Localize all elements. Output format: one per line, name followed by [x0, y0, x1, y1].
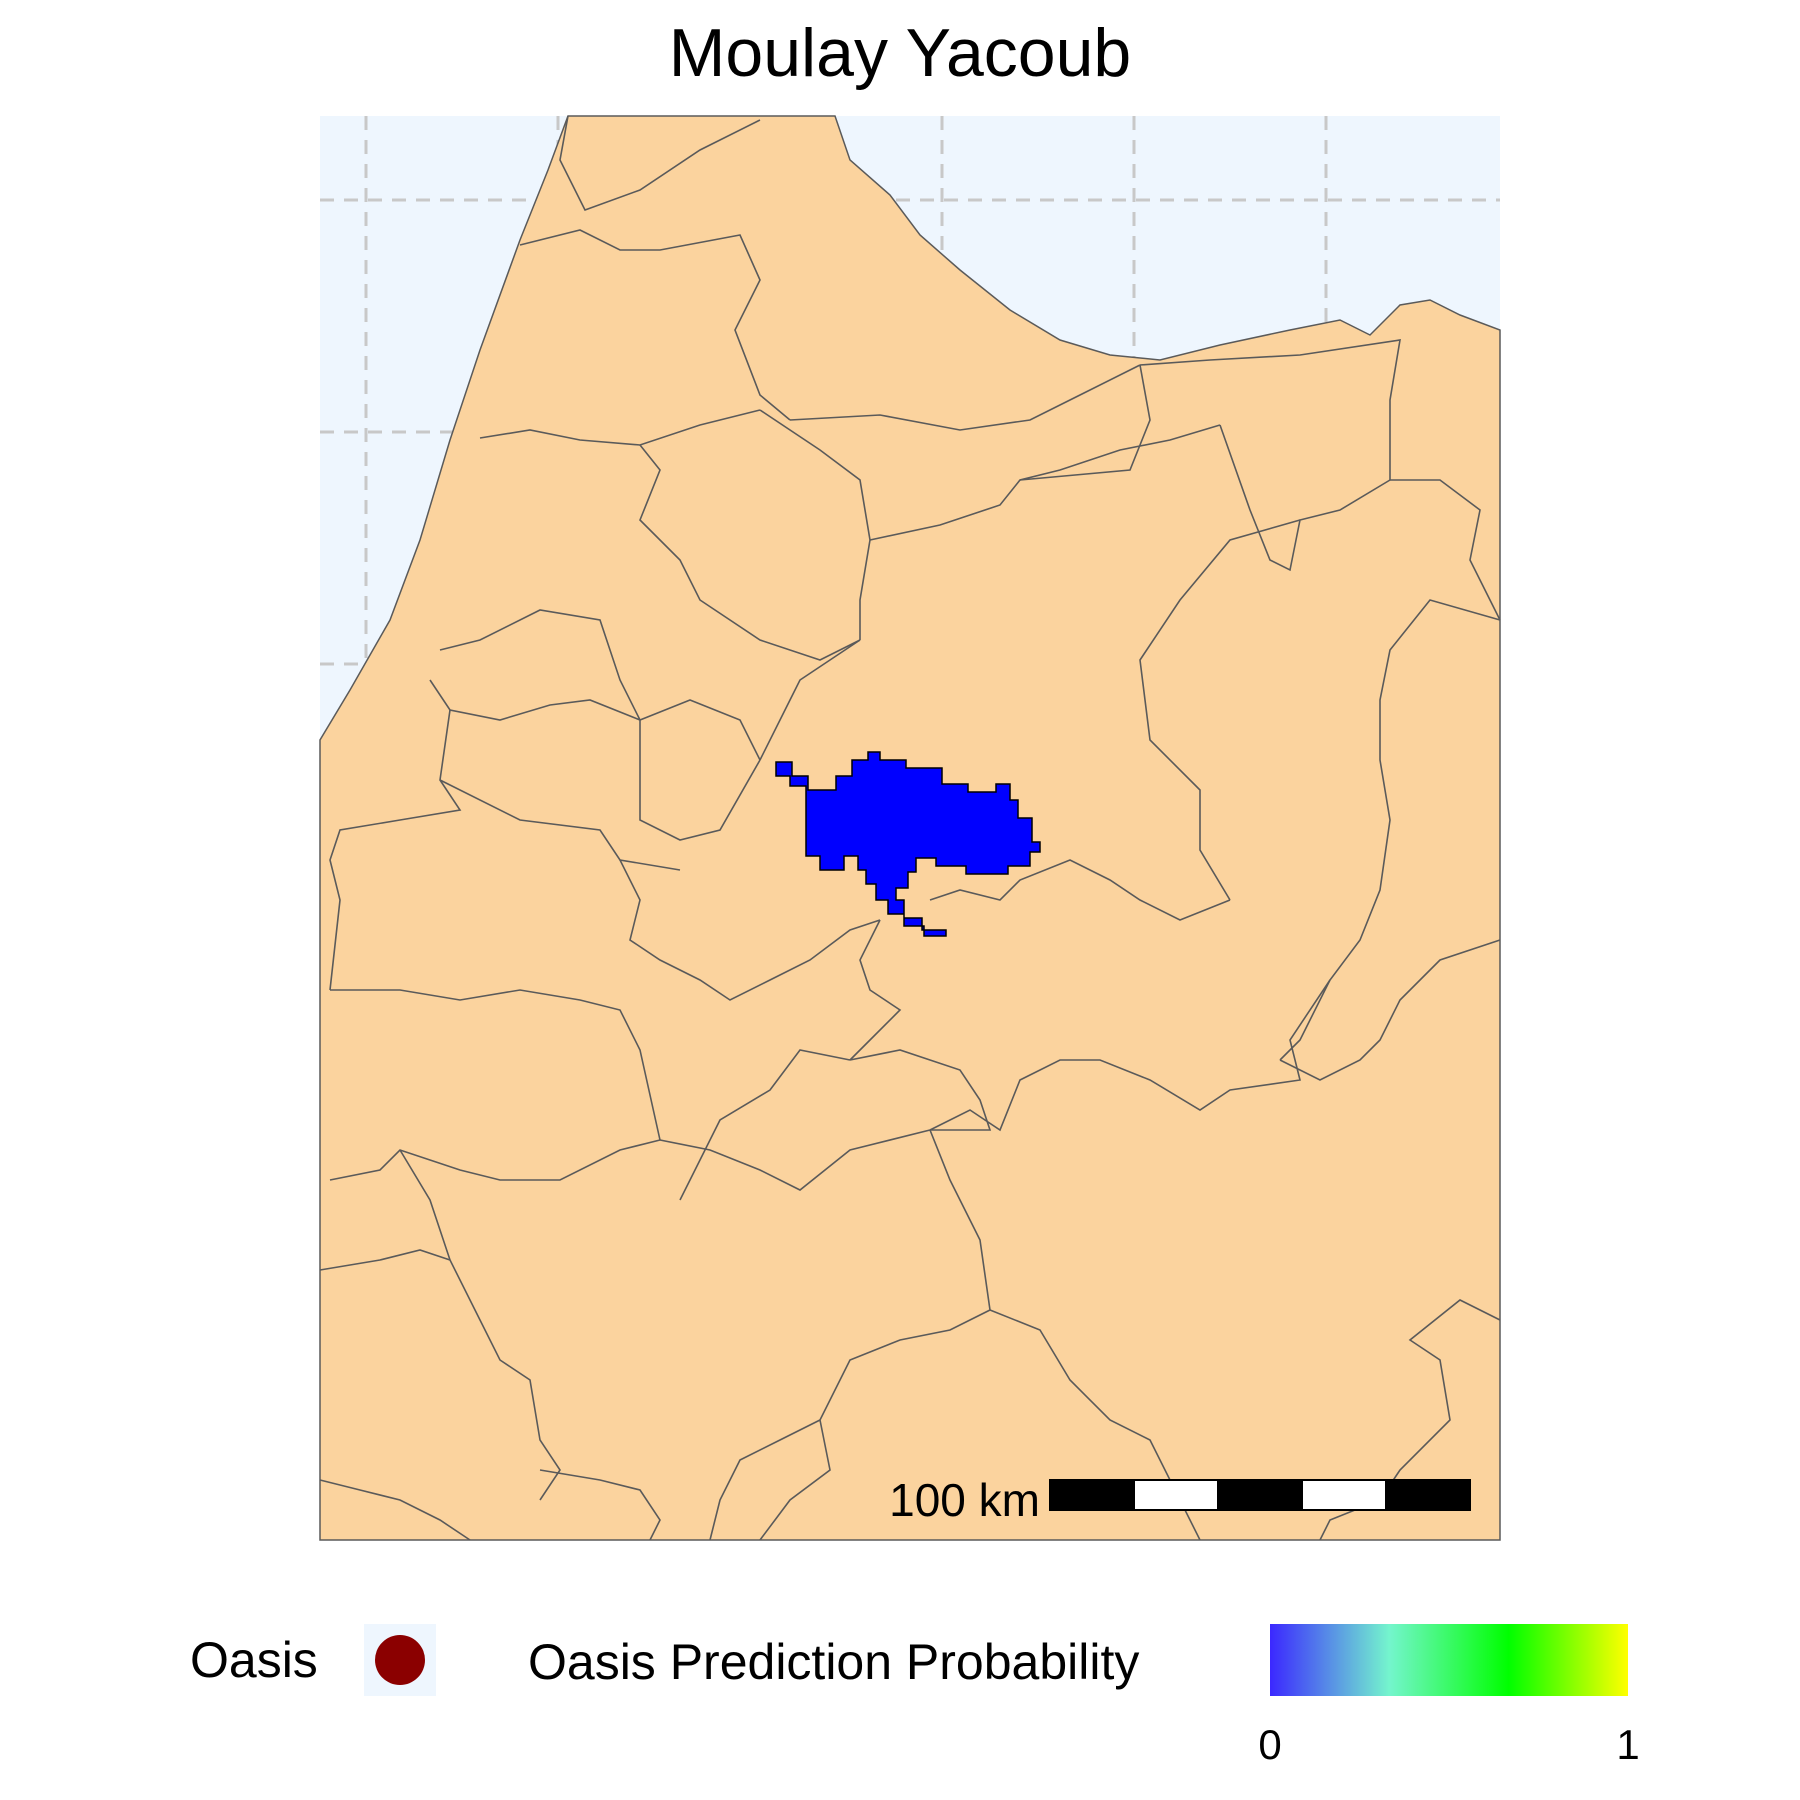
legend: Oasis Oasis Prediction Probability 0 1: [0, 1610, 1800, 1768]
oasis-legend-key: [364, 1624, 436, 1696]
oasis-marker-icon: [375, 1635, 425, 1685]
moulay-yacoub-prediction: [775, 751, 1041, 937]
scale-bar-label: 100 km: [889, 1474, 1040, 1526]
oasis-legend-label: Oasis: [190, 1632, 318, 1688]
admin-borders: [319, 115, 1501, 1541]
colorbar-max-label: 1: [1616, 1721, 1640, 1768]
probability-legend-label: Oasis Prediction Probability: [528, 1634, 1140, 1690]
probability-colorbar: [1270, 1624, 1628, 1696]
map-title: Moulay Yacoub: [668, 15, 1132, 91]
colorbar-min-label: 0: [1258, 1721, 1282, 1768]
scale-bar: [1049, 1479, 1471, 1511]
